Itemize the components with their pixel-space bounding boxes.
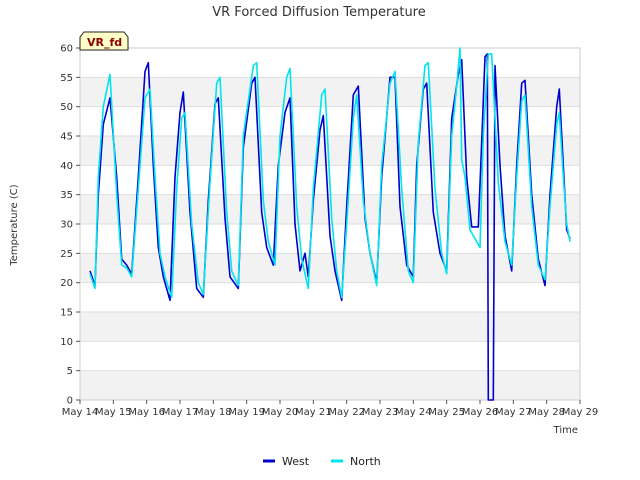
background-band bbox=[80, 77, 580, 107]
background-band bbox=[80, 370, 580, 400]
x-tick-label: May 21 bbox=[295, 407, 332, 418]
legend-label-west: West bbox=[282, 455, 310, 468]
x-tick-label: May 23 bbox=[362, 407, 399, 418]
station-badge: VR_fd bbox=[79, 31, 129, 51]
x-tick-label: May 14 bbox=[62, 407, 99, 418]
y-tick-label: 30 bbox=[60, 220, 73, 231]
background-band bbox=[80, 282, 580, 312]
y-tick-label: 5 bbox=[67, 366, 73, 377]
series-line-north bbox=[89, 47, 571, 299]
series-layer bbox=[89, 47, 571, 401]
x-tick-label: May 20 bbox=[262, 407, 299, 418]
y-tick-label: 45 bbox=[60, 132, 73, 143]
y-tick-label: 50 bbox=[60, 102, 73, 113]
legend-label-north: North bbox=[350, 455, 381, 468]
x-tick-label: May 18 bbox=[195, 407, 232, 418]
x-tick-label: May 24 bbox=[395, 407, 432, 418]
legend: West North bbox=[263, 455, 381, 468]
chart-title: VR Forced Diffusion Temperature bbox=[212, 5, 426, 20]
y-tick-label: 20 bbox=[60, 278, 73, 289]
y-tick-label: 0 bbox=[67, 396, 73, 407]
x-tick-label: May 28 bbox=[528, 407, 565, 418]
y-axis-ticks: 0 5 10 15 20 25 30 35 40 45 50 55 60 bbox=[60, 44, 80, 407]
background-band bbox=[80, 48, 580, 78]
x-tick-label: May 27 bbox=[495, 407, 532, 418]
x-tick-label: May 29 bbox=[562, 407, 599, 418]
y-axis-label: Temperature (C) bbox=[9, 184, 20, 266]
y-tick-label: 25 bbox=[60, 249, 73, 260]
x-tick-label: May 15 bbox=[95, 407, 132, 418]
x-tick-label: May 16 bbox=[128, 407, 165, 418]
x-tick-label: May 25 bbox=[428, 407, 465, 418]
x-tick-label: May 26 bbox=[462, 407, 499, 418]
badge-label: VR_fd bbox=[87, 36, 122, 49]
background-band bbox=[80, 253, 580, 283]
background-band bbox=[80, 341, 580, 371]
y-tick-label: 10 bbox=[60, 337, 73, 348]
y-tick-label: 15 bbox=[60, 308, 73, 319]
x-axis-label: Time bbox=[553, 425, 578, 436]
x-tick-label: May 22 bbox=[328, 407, 365, 418]
background-band bbox=[80, 106, 580, 136]
background-band bbox=[80, 312, 580, 342]
y-tick-label: 35 bbox=[60, 190, 73, 201]
y-tick-label: 40 bbox=[60, 161, 73, 172]
background-band bbox=[80, 136, 580, 166]
y-tick-label: 60 bbox=[60, 44, 73, 55]
y-tick-label: 55 bbox=[60, 73, 73, 84]
x-tick-label: May 19 bbox=[228, 407, 265, 418]
x-tick-label: May 17 bbox=[162, 407, 199, 418]
badge-shape bbox=[79, 31, 129, 51]
